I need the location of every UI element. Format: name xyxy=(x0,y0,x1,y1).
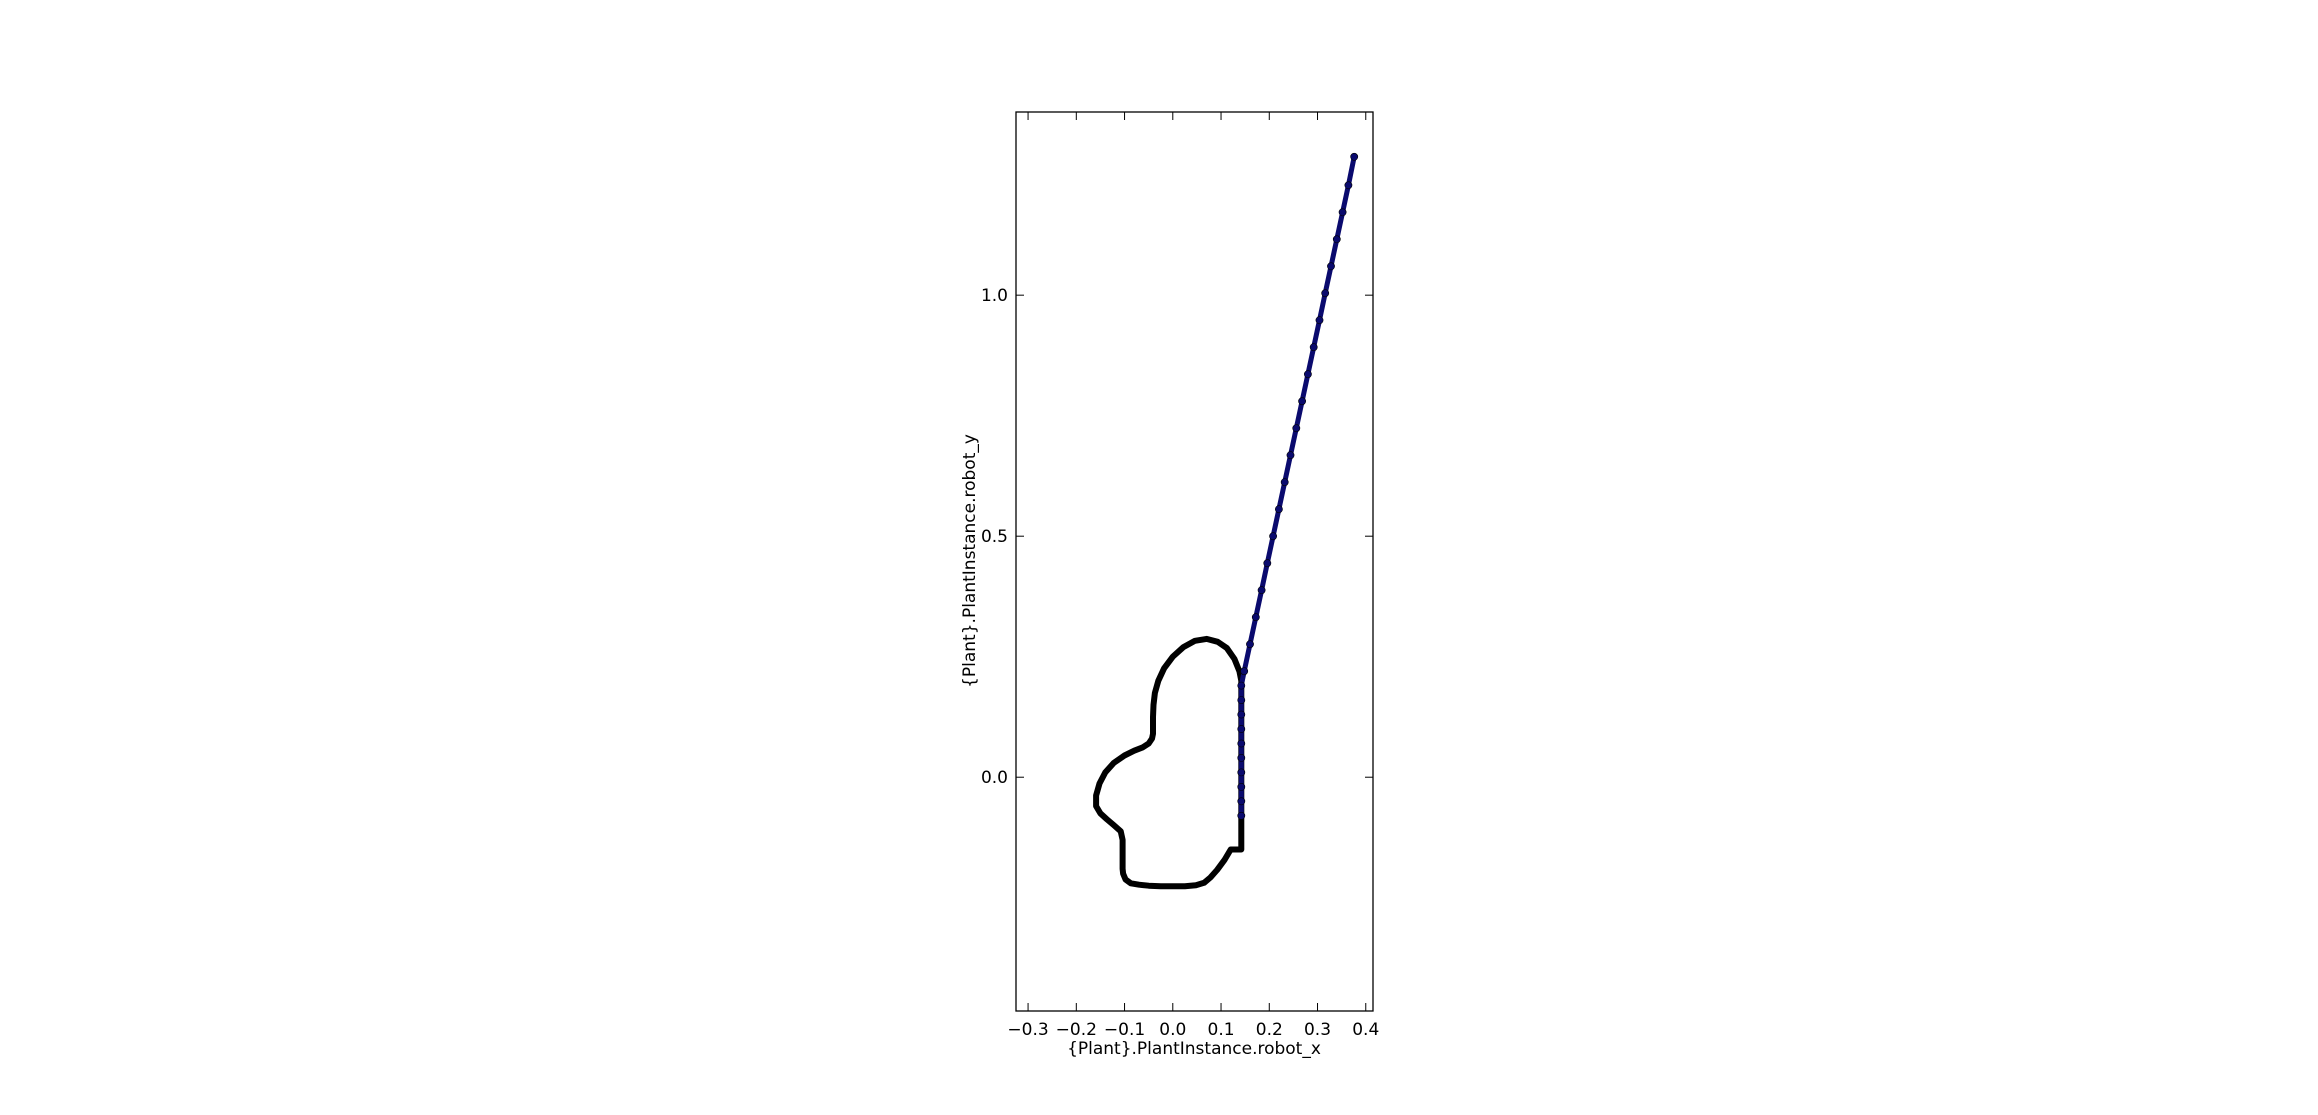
data-point xyxy=(1237,797,1246,806)
data-point xyxy=(1286,451,1295,460)
data-point xyxy=(1237,710,1246,719)
data-point xyxy=(1309,343,1318,352)
data-point xyxy=(1327,262,1335,271)
plot-frame xyxy=(1015,111,1374,1012)
data-point xyxy=(1304,370,1312,379)
data-point xyxy=(1275,505,1283,514)
x-tick-label: 0.0 xyxy=(1159,1020,1186,1040)
series-layer xyxy=(1093,152,1359,890)
plot-area xyxy=(1015,111,1374,1012)
data-point xyxy=(1237,725,1246,733)
data-point xyxy=(1237,768,1246,777)
data-point xyxy=(1246,640,1254,649)
data-point xyxy=(1344,181,1353,190)
data-point xyxy=(1332,235,1341,244)
y-tick-label: 0.5 xyxy=(981,527,1008,547)
series-line-0 xyxy=(1093,635,1245,890)
x-tick-label: −0.1 xyxy=(1104,1020,1145,1040)
data-point xyxy=(1315,316,1324,325)
x-tick-label: 0.2 xyxy=(1256,1020,1283,1040)
data-point xyxy=(1237,681,1246,690)
data-point xyxy=(1338,208,1347,217)
data-point xyxy=(1237,696,1246,704)
data-point xyxy=(1237,783,1246,791)
data-point xyxy=(1237,754,1246,762)
data-point xyxy=(1240,667,1249,676)
x-tick-label: −0.3 xyxy=(1007,1020,1048,1040)
ticks-layer: −0.3 −0.2 −0.1 0.0 0.1 0.2 0.3 0.4 0.0 0.5 1.0 xyxy=(981,112,1379,1040)
y-tick-label: 0.0 xyxy=(981,768,1008,788)
series-marker-track-1 xyxy=(1238,154,1357,819)
data-point xyxy=(1263,559,1272,568)
data-point xyxy=(1321,289,1330,298)
x-tick-label: 0.1 xyxy=(1208,1020,1235,1040)
data-point xyxy=(1280,478,1289,487)
data-point xyxy=(1251,613,1260,622)
data-point xyxy=(1350,152,1359,161)
data-point xyxy=(1298,397,1306,406)
x-tick-label: −0.2 xyxy=(1056,1020,1097,1040)
x-axis-label: {Plant}.PlantInstance.robot_x xyxy=(1067,1039,1321,1059)
x-tick-label: 0.3 xyxy=(1304,1020,1331,1040)
data-point xyxy=(1237,739,1246,748)
data-point xyxy=(1269,532,1277,541)
y-tick-label: 1.0 xyxy=(981,286,1008,306)
x-tick-label: 0.4 xyxy=(1352,1020,1379,1040)
data-point xyxy=(1237,811,1246,820)
data-point xyxy=(1292,424,1301,433)
data-point xyxy=(1257,586,1266,595)
y-axis-label: {Plant}.PlantInstance.robot_y xyxy=(960,434,980,688)
